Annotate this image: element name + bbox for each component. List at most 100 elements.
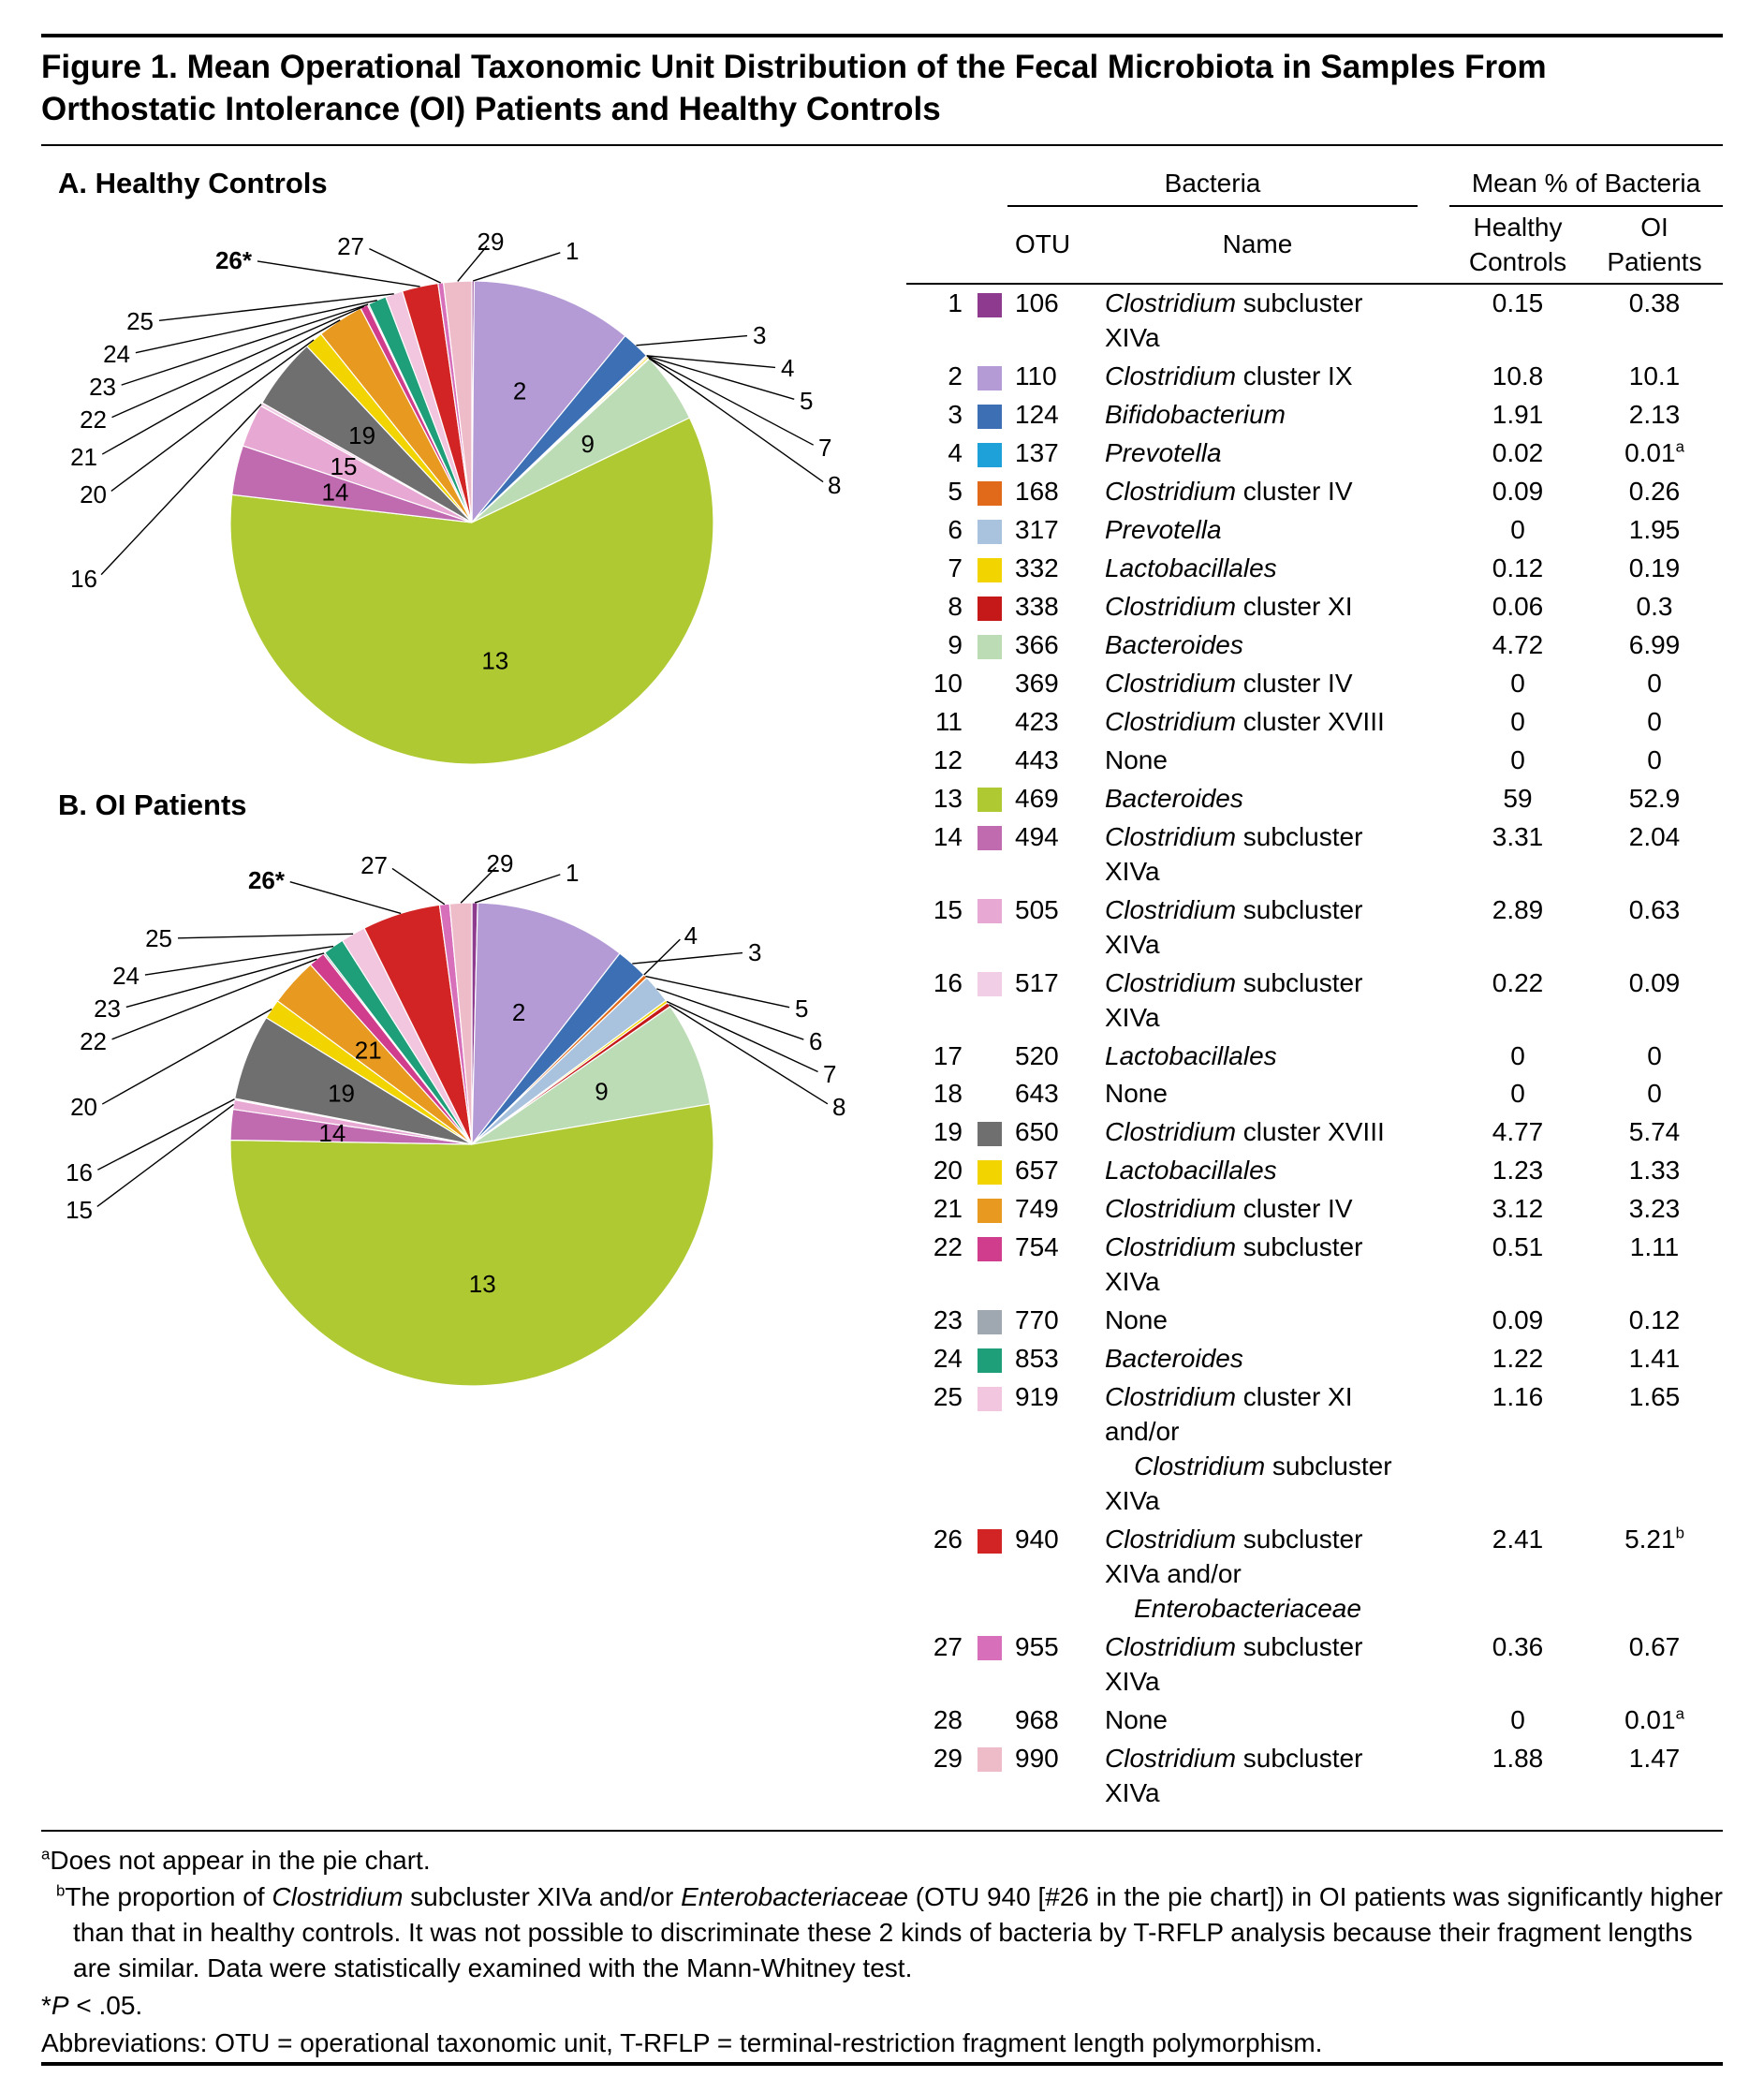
pie-label-2: 2 [512,998,525,1026]
cell-swatch [970,284,1007,358]
cell-oi: 1.47 [1586,1740,1723,1813]
cell-name: Clostridium cluster IV [1097,665,1418,703]
cell-swatch [970,473,1007,511]
cell-otu: 369 [1007,665,1097,703]
pie-label-3: 3 [753,321,766,349]
table-row: 11423Clostridium cluster XVIII00 [906,703,1723,742]
cell-otu: 494 [1007,818,1097,891]
pie-label-19: 19 [328,1079,355,1107]
cell-hc: 59 [1449,780,1586,818]
table-row: 10369Clostridium cluster IV00 [906,665,1723,703]
hdr-oi: OI Patients [1586,206,1723,285]
pie-label-7: 7 [818,434,831,462]
cell-otu: 754 [1007,1229,1097,1302]
cell-otu: 955 [1007,1628,1097,1702]
cell-oi: 5.74 [1586,1113,1723,1152]
cell-hc: 1.22 [1449,1340,1586,1378]
cell-idx: 19 [906,1113,970,1152]
cell-swatch [970,1152,1007,1190]
table-body: 1106Clostridium subcluster XIVa0.150.382… [906,284,1723,1812]
cell-idx: 7 [906,550,970,588]
pie-label-7: 7 [823,1060,836,1088]
cell-swatch [970,742,1007,780]
cell-oi: 10.1 [1586,358,1723,396]
cell-hc: 2.41 [1449,1521,1586,1628]
pie-slice-13 [230,1104,713,1386]
cell-oi: 52.9 [1586,780,1723,818]
cell-idx: 2 [906,358,970,396]
table-row: 7332Lactobacillales0.120.19 [906,550,1723,588]
footnote-b: bThe proportion of Clostridium subcluste… [41,1879,1723,1985]
cell-swatch [970,1702,1007,1740]
cell-hc: 0.12 [1449,550,1586,588]
cell-swatch [970,780,1007,818]
cell-oi: 1.33 [1586,1152,1723,1190]
cell-hc: 0 [1449,742,1586,780]
cell-name: Bacteroides [1097,780,1418,818]
cell-otu: 137 [1007,435,1097,473]
cell-idx: 1 [906,284,970,358]
cell-oi: 0 [1586,665,1723,703]
cell-hc: 0.06 [1449,588,1586,626]
pie-label-22: 22 [80,1027,107,1055]
cell-swatch [970,665,1007,703]
pie-leader-3 [636,335,747,345]
cell-swatch [970,1113,1007,1152]
pie-leader-27 [392,868,445,904]
pie-label-21: 21 [355,1036,382,1064]
cell-hc: 0 [1449,511,1586,550]
pie-label-4: 4 [781,354,794,382]
pie-leader-26 [257,261,420,287]
pie-label-20: 20 [80,480,107,508]
cell-oi: 0.09 [1586,965,1723,1038]
cell-swatch [970,891,1007,965]
cell-oi: 0.38 [1586,284,1723,358]
footnotes: aDoes not appear in the pie chart. bThe … [41,1832,1723,2061]
charts-column: A. Healthy Controls 12345789131415161920… [41,163,884,1813]
cell-otu: 469 [1007,780,1097,818]
table-row: 23770None0.090.12 [906,1302,1723,1340]
hdr-name: Name [1097,206,1418,285]
table-row: 21749Clostridium cluster IV3.123.23 [906,1190,1723,1229]
cell-oi: 5.21b [1586,1521,1723,1628]
pie-leader-27 [369,248,440,283]
table-row: 24853Bacteroides1.221.41 [906,1340,1723,1378]
cell-otu: 749 [1007,1190,1097,1229]
cell-swatch [970,550,1007,588]
table-row: 19650Clostridium cluster XVIII4.775.74 [906,1113,1723,1152]
pie-label-9: 9 [581,430,595,458]
table-row: 17520Lactobacillales00 [906,1038,1723,1076]
cell-otu: 643 [1007,1075,1097,1113]
pie-label-8: 8 [828,471,841,499]
cell-oi: 0 [1586,703,1723,742]
cell-hc: 0 [1449,665,1586,703]
pie-label-16: 16 [66,1158,93,1186]
pie-label-5: 5 [800,387,813,415]
cell-name: Clostridium subcluster XIVa [1097,1628,1418,1702]
cell-hc: 1.23 [1449,1152,1586,1190]
cell-swatch [970,703,1007,742]
cell-oi: 0 [1586,1075,1723,1113]
cell-oi: 1.11 [1586,1229,1723,1302]
cell-hc: 0.09 [1449,473,1586,511]
pie-label-25: 25 [126,307,154,335]
cell-otu: 443 [1007,742,1097,780]
cell-name: Lactobacillales [1097,550,1418,588]
cell-name: Clostridium cluster IV [1097,473,1418,511]
table-row: 12443None00 [906,742,1723,780]
cell-idx: 25 [906,1378,970,1521]
cell-name: Clostridium cluster XI [1097,588,1418,626]
cell-idx: 4 [906,435,970,473]
pie-leader-26 [290,881,401,913]
pie-chart-b: 123456789131415161920212223242526*2729 [41,826,884,1407]
subhead-b: B. OI Patients [58,788,884,822]
cell-oi: 0.3 [1586,588,1723,626]
pie-label-13: 13 [469,1270,496,1298]
table-row: 18643None00 [906,1075,1723,1113]
pie-label-15: 15 [331,451,358,479]
cell-otu: 968 [1007,1702,1097,1740]
footnote-star: *P < .05. [41,1988,1723,2024]
cell-idx: 11 [906,703,970,742]
cell-oi: 0.63 [1586,891,1723,965]
pie-label-19: 19 [348,421,375,449]
